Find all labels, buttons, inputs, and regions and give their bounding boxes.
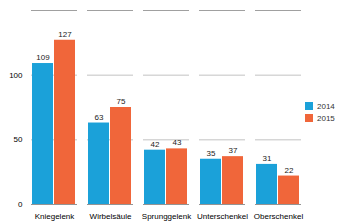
svg-text:37: 37 <box>229 146 238 155</box>
svg-text:43: 43 <box>173 138 182 147</box>
svg-text:Oberschenkel: Oberschenkel <box>254 212 304 221</box>
svg-text:31: 31 <box>263 154 272 163</box>
svg-text:Unterschenkel: Unterschenkel <box>197 212 248 221</box>
html-text:2015: 2015 <box>317 113 335 123</box>
html-text:2014: 2014 <box>317 101 335 111</box>
svg-text:75: 75 <box>117 97 126 106</box>
svg-text:127: 127 <box>58 30 72 39</box>
svg-text:0: 0 <box>18 200 23 209</box>
svg-text:22: 22 <box>285 166 294 175</box>
svg-text:Kniegelenk: Kniegelenk <box>35 212 76 221</box>
svg-text:50: 50 <box>14 135 23 144</box>
svg-text:63: 63 <box>95 113 104 122</box>
svg-text:42: 42 <box>151 140 160 149</box>
svg-text:Sprunggelenk: Sprunggelenk <box>142 212 192 221</box>
svg-text:Wirbelsäule: Wirbelsäule <box>90 212 132 221</box>
svg-text:35: 35 <box>207 149 216 158</box>
svg-text:109: 109 <box>36 53 50 62</box>
svg-text:100: 100 <box>9 71 23 80</box>
